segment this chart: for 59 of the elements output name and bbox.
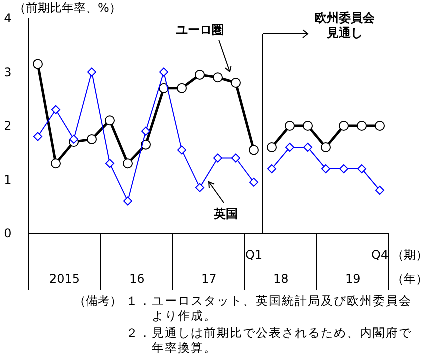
point bbox=[33, 59, 43, 70]
point bbox=[304, 143, 312, 152]
point bbox=[249, 145, 259, 156]
point bbox=[268, 164, 276, 174]
annotation: 英国 bbox=[214, 206, 238, 222]
y-tick-label: 2 bbox=[4, 119, 12, 133]
point bbox=[195, 70, 205, 80]
point bbox=[231, 78, 241, 88]
point bbox=[106, 159, 114, 168]
x-tick-label: Q1 bbox=[246, 248, 263, 262]
point bbox=[87, 134, 97, 144]
point bbox=[267, 142, 277, 152]
text: 17 bbox=[202, 272, 217, 286]
point bbox=[124, 196, 132, 206]
point bbox=[123, 158, 133, 169]
point bbox=[34, 132, 42, 142]
text: 19 bbox=[346, 272, 361, 286]
text: 2015 bbox=[50, 272, 80, 286]
point bbox=[214, 154, 222, 163]
point bbox=[213, 72, 223, 83]
point bbox=[142, 126, 150, 136]
point bbox=[178, 146, 186, 155]
point bbox=[70, 134, 78, 144]
point bbox=[160, 68, 168, 77]
point bbox=[322, 164, 330, 174]
text: １．ユーロスタット、英国統計局及び欧州委員会より作成。 bbox=[126, 294, 413, 324]
point bbox=[376, 186, 384, 195]
y-tick-label: 0 bbox=[4, 226, 12, 240]
point bbox=[196, 183, 204, 192]
y-tick-label: 4 bbox=[4, 12, 12, 26]
point bbox=[340, 164, 348, 174]
text: 18 bbox=[274, 272, 289, 286]
point bbox=[88, 68, 96, 77]
x-tick-label: Q4 bbox=[372, 248, 389, 262]
point bbox=[232, 154, 240, 163]
text: ２．見通しは前期比で公表されるため、内閣府で年率換算。 bbox=[126, 326, 413, 356]
point bbox=[105, 116, 115, 126]
point bbox=[285, 121, 295, 131]
annotation: 欧州委員会見通し bbox=[314, 11, 376, 41]
point bbox=[357, 121, 367, 131]
point bbox=[358, 164, 366, 174]
point bbox=[51, 158, 61, 169]
text: （備考） bbox=[74, 294, 122, 308]
y-tick-label: 1 bbox=[4, 172, 12, 187]
point bbox=[177, 83, 187, 94]
point bbox=[286, 143, 294, 152]
point bbox=[141, 140, 151, 150]
point bbox=[339, 121, 349, 131]
point bbox=[250, 178, 258, 187]
point bbox=[52, 105, 60, 114]
text: （年） bbox=[392, 272, 421, 286]
text: 16 bbox=[130, 272, 145, 286]
text: ユーロ圏 bbox=[176, 22, 224, 38]
y-tick-label: 3 bbox=[4, 65, 12, 80]
point bbox=[321, 142, 331, 152]
chart-title: （前期比年率、%） bbox=[14, 0, 122, 16]
point bbox=[303, 121, 313, 131]
point bbox=[375, 121, 385, 131]
x-axis-title: （期） bbox=[392, 248, 421, 262]
